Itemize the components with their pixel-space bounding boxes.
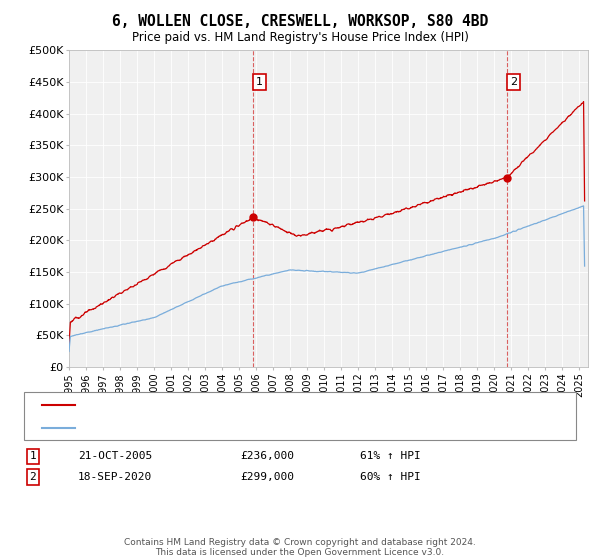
Text: 18-SEP-2020: 18-SEP-2020: [78, 472, 152, 482]
Text: 6, WOLLEN CLOSE, CRESWELL, WORKSOP, S80 4BD: 6, WOLLEN CLOSE, CRESWELL, WORKSOP, S80 …: [112, 14, 488, 29]
Text: 1: 1: [256, 77, 263, 87]
Text: 2: 2: [510, 77, 517, 87]
Text: 21-OCT-2005: 21-OCT-2005: [78, 451, 152, 461]
Text: 60% ↑ HPI: 60% ↑ HPI: [360, 472, 421, 482]
Text: Price paid vs. HM Land Registry's House Price Index (HPI): Price paid vs. HM Land Registry's House …: [131, 31, 469, 44]
Text: 61% ↑ HPI: 61% ↑ HPI: [360, 451, 421, 461]
Text: Contains HM Land Registry data © Crown copyright and database right 2024.
This d: Contains HM Land Registry data © Crown c…: [124, 538, 476, 557]
Text: 1: 1: [29, 451, 37, 461]
Text: £299,000: £299,000: [240, 472, 294, 482]
Text: 6, WOLLEN CLOSE, CRESWELL, WORKSOP, S80 4BD (detached house): 6, WOLLEN CLOSE, CRESWELL, WORKSOP, S80 …: [81, 400, 456, 410]
Text: HPI: Average price, detached house, Bolsover: HPI: Average price, detached house, Bols…: [81, 423, 356, 433]
Text: 2: 2: [29, 472, 37, 482]
Text: £236,000: £236,000: [240, 451, 294, 461]
